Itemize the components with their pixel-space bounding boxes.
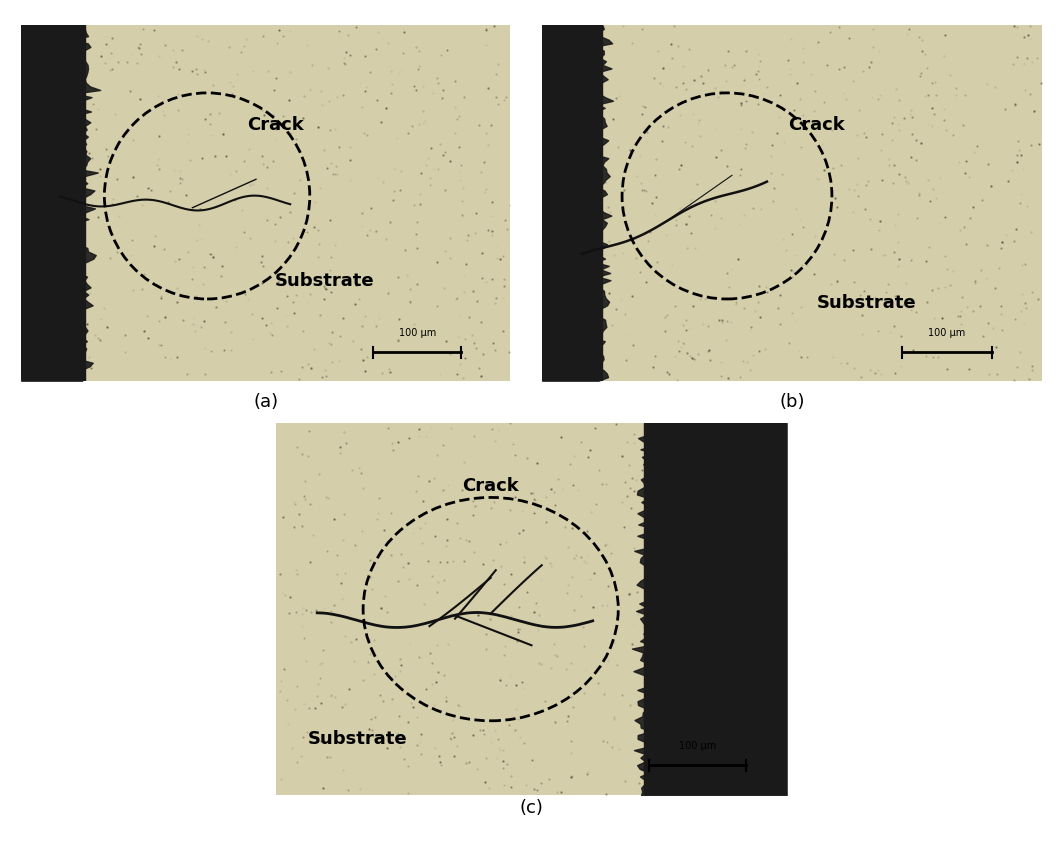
Text: 100 μm: 100 μm bbox=[678, 740, 716, 750]
Text: Substrate: Substrate bbox=[274, 272, 374, 290]
Text: (b): (b) bbox=[779, 393, 805, 411]
Text: Substrate: Substrate bbox=[308, 730, 408, 749]
Bar bbox=[21, 25, 85, 381]
Text: (a): (a) bbox=[253, 393, 279, 411]
Bar bbox=[644, 423, 787, 795]
Text: 100 μm: 100 μm bbox=[399, 328, 436, 338]
Text: Substrate: Substrate bbox=[817, 294, 916, 311]
Text: Crack: Crack bbox=[248, 116, 304, 134]
Text: Crack: Crack bbox=[789, 116, 845, 134]
Bar bbox=[542, 25, 602, 381]
Text: Crack: Crack bbox=[462, 477, 519, 495]
Text: (c): (c) bbox=[520, 799, 543, 817]
Text: 100 μm: 100 μm bbox=[928, 328, 965, 338]
